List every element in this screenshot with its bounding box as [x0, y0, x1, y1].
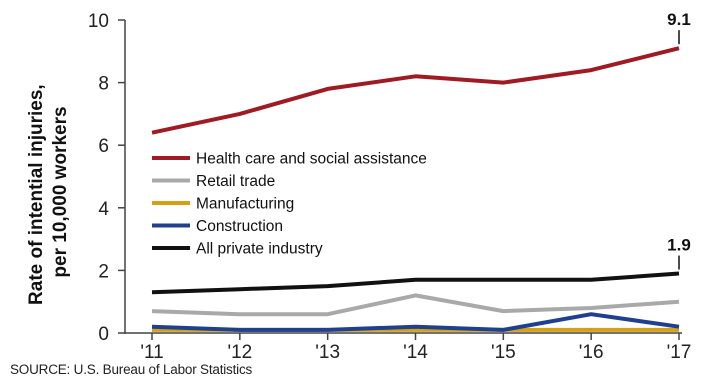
legend-label: Retail trade — [196, 173, 275, 190]
y-tick-label: 2 — [98, 261, 109, 282]
legend-label: Health care and social assistance — [196, 151, 427, 168]
callouts: 9.1 1.9 — [667, 10, 691, 270]
x-tick-label: '13 — [315, 342, 340, 360]
x-tick-label: '17 — [667, 342, 692, 360]
y-axis-title-line-1: Rate of intential injuries, — [26, 84, 47, 305]
callout-label: 9.1 — [667, 10, 691, 29]
series-line-all-private-industry — [151, 271, 680, 295]
y-tick-label: 0 — [98, 324, 109, 345]
series-line-retail-trade — [151, 293, 680, 317]
source-note: SOURCE: U.S. Bureau of Labor Statistics — [10, 362, 253, 377]
y-tick-label: 10 — [88, 11, 109, 32]
callout-label: 1.9 — [667, 236, 691, 255]
x-tick-label: '15 — [491, 342, 516, 360]
series-lines — [151, 46, 680, 332]
x-tick-label: '11 — [140, 342, 163, 360]
y-tick-label: 8 — [98, 74, 109, 95]
x-tick-label: '12 — [227, 342, 252, 360]
y-axis-title: Rate of intential injuries, per 10,000 w… — [26, 79, 71, 305]
series-line-construction — [151, 312, 680, 332]
injury-rate-chart: Rate of intential injuries, per 10,000 w… — [26, 10, 692, 360]
axes: 0 2 4 6 8 10 '11 '12 '13 '14 '15 '16 '17 — [88, 11, 692, 360]
y-tick-label: 6 — [98, 136, 109, 157]
legend: Health care and social assistance Retail … — [152, 151, 427, 258]
legend-label: All private industry — [196, 241, 323, 258]
y-tick-label: 4 — [98, 199, 109, 220]
x-tick-label: '16 — [579, 342, 604, 360]
y-axis-title-line-2: per 10,000 workers — [50, 106, 71, 277]
legend-label: Manufacturing — [196, 196, 294, 213]
x-tick-label: '14 — [403, 342, 428, 360]
legend-label: Construction — [196, 218, 283, 235]
series-line-health-care-and-social-assistance — [151, 46, 680, 135]
